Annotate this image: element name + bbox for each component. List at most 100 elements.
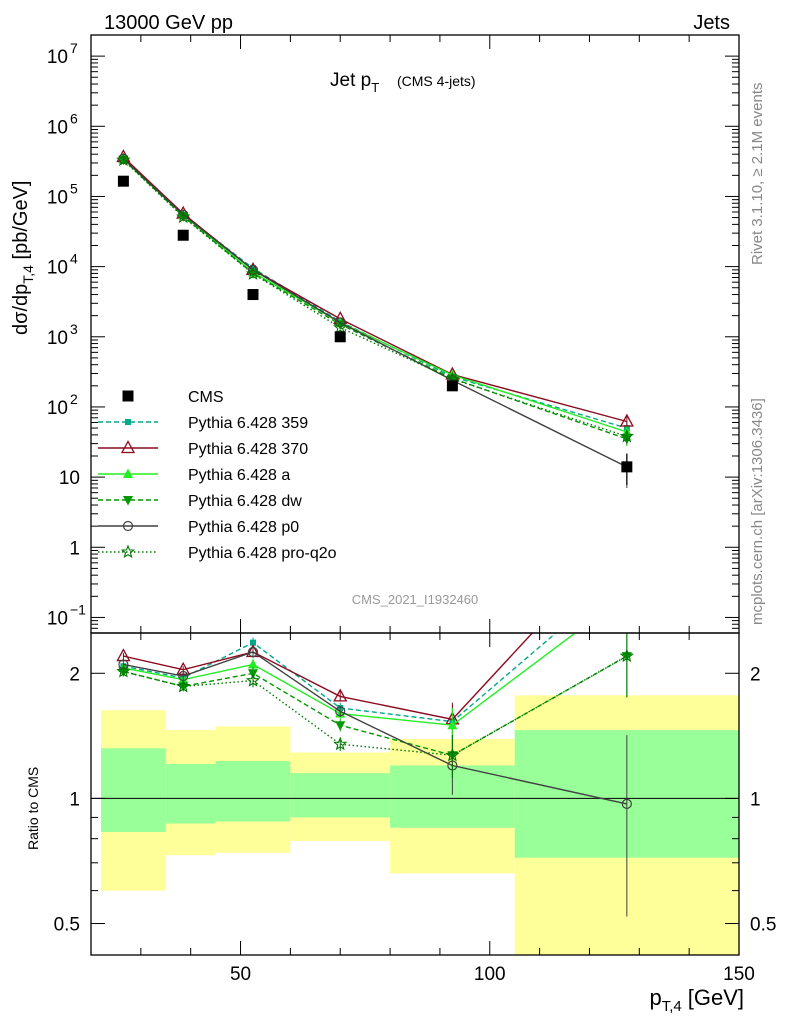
legend-label-pq2o: Pythia 6.428 pro-q2o	[188, 545, 337, 562]
ratio-point-pp0-2	[247, 646, 259, 658]
ratio-ytick-label-left-0.5: 0.5	[54, 915, 80, 936]
legend-label-pa: Pythia 6.428 a	[188, 467, 290, 484]
x-tick-label-150: 150	[723, 964, 755, 985]
legend-marker-pdw	[123, 496, 133, 506]
main-point-p370-5	[619, 413, 634, 427]
main-point-pdw-3	[335, 320, 346, 330]
main-ytick-exp-3: 2	[70, 391, 78, 407]
x-axis-label: pT,4 [GeV]	[649, 985, 744, 1015]
legend-marker-pp0	[122, 520, 134, 532]
ratio-point-pq2o-2	[245, 673, 261, 687]
main-ytick-exp-7: 6	[70, 110, 78, 126]
x-tick-label-50: 50	[230, 964, 251, 985]
ratio-point-p359-2	[250, 639, 256, 646]
main-plot-title: Jet pT (CMS 4-jets)	[330, 70, 476, 95]
title-note: (CMS 4-jets)	[397, 73, 476, 89]
ratio-ytick-label-right-0.5: 0.5	[750, 915, 776, 936]
header-left-label: 13000 GeV pp	[104, 12, 233, 34]
x-axis-label-main: p	[649, 985, 661, 1010]
ratio-line-pdw	[123, 655, 628, 757]
legend-marker-cms	[122, 390, 134, 402]
svg-text:pT,4[GeV]: pT,4 [GeV]	[649, 985, 744, 1015]
ratio-point-pq2o-1	[176, 678, 191, 693]
main-line-p370	[122, 156, 627, 423]
legend-entry-pq2o: Pythia 6.428 pro-q2o	[98, 544, 337, 562]
main-ytick-exp-8: 7	[70, 40, 78, 56]
main-line-pp0	[122, 158, 628, 468]
cms-point-4	[446, 380, 458, 392]
main-point-pq2o-0	[116, 152, 131, 167]
band-inner-0	[100, 748, 166, 833]
band-inner-3	[290, 773, 391, 818]
legend-entry-cms: CMS	[122, 389, 224, 406]
ratio-ytick-label-right-2: 2	[750, 664, 761, 685]
ratio-point-pq2o-4	[445, 747, 460, 762]
ratio-point-pp0-5	[621, 798, 632, 810]
main-ytick-label-7: 10	[47, 117, 68, 138]
legend-marker-p370	[120, 440, 136, 454]
ratio-frame	[90, 632, 740, 956]
ratio-point-p370-0	[116, 648, 131, 662]
legend-label-pp0: Pythia 6.428 p0	[188, 519, 299, 536]
ratio-point-p359-5	[624, 569, 630, 575]
main-line-p359	[122, 158, 627, 429]
legend-marker-pq2o	[120, 544, 136, 559]
ratio-point-pq2o-0	[116, 663, 131, 678]
main-ytick-exp-5: 4	[70, 251, 78, 267]
ratio-y-axis-label: Ratio to CMS	[25, 767, 41, 850]
ratio-plot: 50 100 150 0.5 0.5 1 1 2 2	[54, 35, 776, 985]
ratio-point-pp0-3	[335, 706, 346, 717]
main-ytick-exp-4: 3	[70, 321, 78, 337]
legend-label-p370: Pythia 6.428 370	[188, 441, 308, 458]
ratio-point-pq2o-5	[619, 648, 634, 663]
cms-point-3	[334, 331, 346, 343]
title-main: Jet p	[330, 70, 371, 91]
title-subscript: T	[371, 80, 379, 95]
ratio-point-p370-5	[621, 524, 633, 535]
ratio-line-p359	[123, 633, 557, 723]
ratio-point-pa-4	[447, 719, 458, 730]
main-ytick-label-2: 10	[59, 468, 80, 489]
ratio-line-pa	[123, 633, 577, 726]
main-ytick-exp-0: −1	[70, 601, 86, 617]
main-ytick-label-6: 10	[47, 187, 68, 208]
main-ytick-label-0: 10	[47, 608, 68, 629]
main-series	[116, 149, 634, 488]
legend-entry-p359: Pythia 6.428 359	[98, 415, 308, 432]
x-axis-ticks: 50 100 150	[90, 35, 755, 985]
main-ytick-label-8: 10	[47, 47, 68, 68]
x-tick-label-100: 100	[474, 964, 506, 985]
ratio-point-p370-3	[333, 688, 348, 702]
ratio-ytick-label-left-2: 2	[69, 664, 80, 685]
legend-entry-pp0: Pythia 6.428 p0	[98, 519, 299, 536]
main-series-pq2o	[116, 152, 634, 444]
ratio-series	[116, 524, 634, 917]
ratio-point-pq2o-3	[333, 736, 348, 751]
legend-entry-p370: Pythia 6.428 370	[98, 440, 308, 458]
x-axis-label-unit: [GeV]	[688, 985, 744, 1010]
x-axis-label-subscript: T,4	[662, 998, 682, 1015]
ratio-line-p370	[123, 633, 534, 721]
legend-label-p359: Pythia 6.428 359	[188, 415, 308, 432]
band-inner-1	[165, 763, 216, 824]
main-y-axis-label: dσ/dpT,4 [pb/GeV]	[10, 181, 36, 335]
source-label: mcplots.cern.ch [arXiv:1306.3436]	[749, 398, 766, 625]
legend: CMS Pythia 6.428 359 Pythia 6.428 370 Pythi…	[98, 389, 337, 562]
legend-label-cms: CMS	[188, 389, 224, 406]
analysis-watermark: CMS_2021_I1932460	[352, 592, 479, 607]
legend-marker-p359	[125, 419, 131, 425]
main-series-pp0	[118, 153, 632, 488]
ratio-point-pdw-3	[335, 721, 346, 731]
legend-label-pdw: Pythia 6.428 dw	[188, 493, 302, 510]
main-series-p370	[116, 149, 634, 429]
main-line-pq2o	[122, 159, 628, 438]
header-right-label: Jets	[693, 12, 730, 34]
ratio-series-pq2o	[116, 633, 634, 778]
ratio-uncertainty-bands	[100, 695, 739, 955]
cms-data	[117, 175, 633, 486]
main-ytick-label-5: 10	[47, 258, 68, 279]
band-inner-2	[215, 761, 291, 822]
